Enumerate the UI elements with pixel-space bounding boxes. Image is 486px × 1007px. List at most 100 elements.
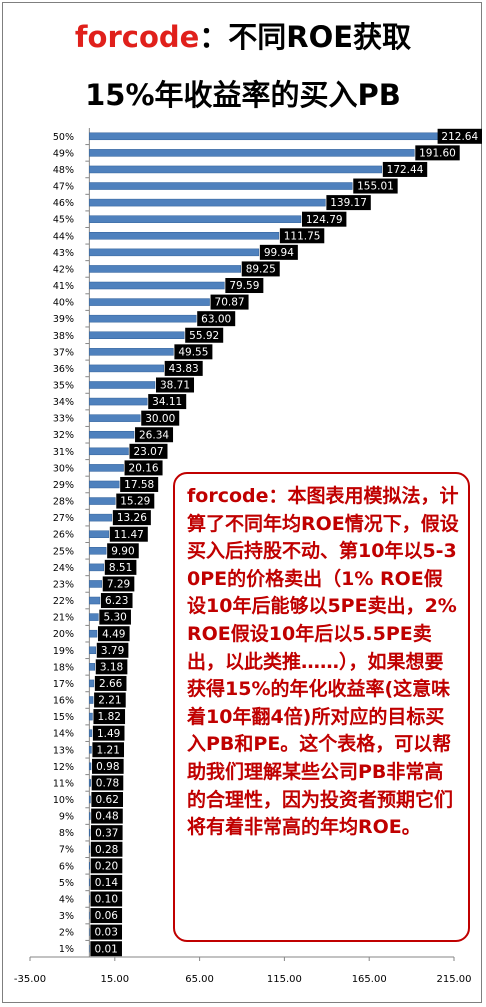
category-label: 8% bbox=[59, 828, 74, 839]
data-label: 124.79 bbox=[306, 214, 343, 226]
data-label: 0.28 bbox=[95, 844, 118, 856]
data-label-bg bbox=[415, 145, 460, 161]
data-label: 3.18 bbox=[100, 661, 123, 673]
data-label-bg bbox=[102, 576, 135, 592]
data-label-bg bbox=[91, 791, 124, 807]
data-label-bg bbox=[91, 775, 124, 791]
bar bbox=[89, 132, 451, 141]
bar bbox=[89, 746, 92, 754]
category-label: 41% bbox=[53, 281, 74, 292]
data-label: 1.82 bbox=[98, 711, 121, 723]
data-label-bg bbox=[90, 874, 123, 890]
x-tick-label: 165.00 bbox=[352, 974, 387, 985]
data-label: 139.17 bbox=[330, 197, 367, 209]
category-label: 5% bbox=[59, 878, 74, 889]
data-label: 0.03 bbox=[95, 927, 118, 939]
category-label: 22% bbox=[53, 596, 74, 607]
bar bbox=[89, 480, 120, 489]
category-label: 30% bbox=[53, 463, 74, 474]
bar bbox=[89, 629, 98, 638]
category-label: 14% bbox=[53, 729, 74, 740]
bar bbox=[89, 198, 326, 207]
data-label: 43.83 bbox=[169, 363, 199, 375]
data-label: 30.00 bbox=[145, 413, 175, 425]
data-label: 13.26 bbox=[117, 512, 147, 524]
data-label: 6.23 bbox=[105, 595, 128, 607]
data-label-bg bbox=[197, 311, 236, 327]
data-label: 9.90 bbox=[111, 545, 134, 557]
data-label-bg bbox=[141, 410, 180, 426]
bar bbox=[89, 265, 241, 273]
data-label: 38.71 bbox=[160, 380, 190, 392]
data-label-bg bbox=[99, 609, 131, 625]
data-label: 7.29 bbox=[107, 579, 130, 591]
data-label-bg bbox=[90, 825, 123, 841]
category-label: 21% bbox=[53, 613, 74, 624]
bar bbox=[89, 762, 92, 771]
data-label-bg bbox=[92, 742, 125, 758]
data-label-bg bbox=[100, 593, 133, 609]
data-label-bg bbox=[437, 128, 482, 144]
category-label: 42% bbox=[53, 264, 74, 275]
bar bbox=[89, 149, 415, 157]
category-label: 38% bbox=[53, 331, 74, 342]
bar bbox=[89, 314, 197, 323]
data-label: 155.01 bbox=[357, 181, 394, 193]
data-label: 0.10 bbox=[95, 894, 118, 906]
category-label: 28% bbox=[53, 497, 74, 508]
category-label: 49% bbox=[53, 148, 74, 159]
bar bbox=[89, 447, 129, 456]
data-label-bg bbox=[94, 675, 127, 691]
bar bbox=[89, 215, 302, 223]
data-label: 2.66 bbox=[99, 678, 123, 690]
category-label: 26% bbox=[53, 530, 74, 541]
category-label: 7% bbox=[59, 845, 74, 856]
bar bbox=[89, 182, 353, 190]
category-label: 46% bbox=[53, 198, 74, 209]
bar bbox=[89, 281, 225, 290]
brand-name: forcode bbox=[74, 20, 200, 54]
bar bbox=[89, 580, 102, 588]
bar bbox=[89, 812, 91, 820]
category-label: 15% bbox=[53, 712, 74, 723]
bar bbox=[89, 397, 148, 406]
data-label: 89.25 bbox=[246, 264, 276, 276]
data-label-bg bbox=[302, 211, 347, 227]
category-label: 2% bbox=[59, 928, 74, 939]
x-tick-label: 215.00 bbox=[437, 974, 472, 985]
category-label: 39% bbox=[53, 314, 74, 325]
title-line1-text: ：不同ROE获取 bbox=[199, 20, 412, 54]
data-label: 55.92 bbox=[189, 330, 219, 342]
bar bbox=[89, 248, 260, 257]
data-label-bg bbox=[185, 327, 224, 343]
data-label-bg bbox=[97, 626, 130, 642]
bar bbox=[89, 563, 105, 572]
data-label: 0.78 bbox=[96, 778, 119, 790]
data-label-bg bbox=[241, 261, 280, 277]
data-label: 49.55 bbox=[178, 346, 208, 358]
category-label: 4% bbox=[59, 894, 74, 905]
category-label: 50% bbox=[53, 132, 74, 143]
bar bbox=[89, 381, 156, 389]
data-label: 1.21 bbox=[97, 744, 120, 756]
bar bbox=[89, 364, 164, 373]
data-label: 11.47 bbox=[114, 529, 144, 541]
data-label-bg bbox=[120, 476, 159, 492]
category-label: 32% bbox=[53, 430, 74, 441]
chart-title-line1: forcode：不同ROE获取 bbox=[0, 14, 486, 56]
category-label: 20% bbox=[53, 629, 74, 640]
data-label-bg bbox=[124, 460, 163, 476]
category-label: 44% bbox=[53, 231, 74, 242]
bar bbox=[89, 646, 97, 655]
category-label: 33% bbox=[53, 414, 74, 425]
data-label: 0.62 bbox=[96, 794, 119, 806]
data-label-bg bbox=[382, 161, 428, 177]
bar bbox=[89, 596, 101, 605]
data-label-bg bbox=[95, 659, 128, 675]
bar bbox=[89, 414, 141, 422]
bar bbox=[89, 613, 99, 621]
category-label: 47% bbox=[53, 182, 74, 193]
data-label-bg bbox=[210, 294, 249, 310]
data-label: 4.49 bbox=[102, 628, 125, 640]
